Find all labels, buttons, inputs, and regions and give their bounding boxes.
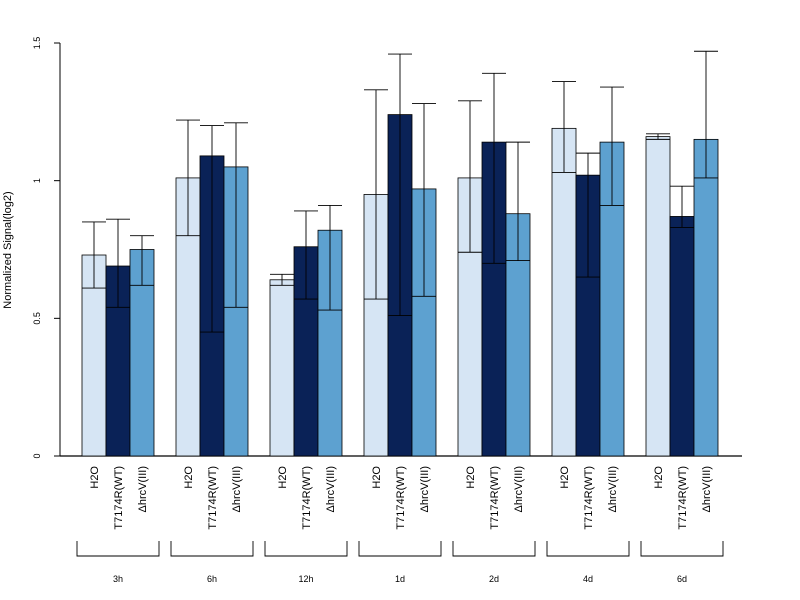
group-label: 3h	[113, 574, 123, 584]
category-label: ΔhrcV(III)	[231, 466, 243, 512]
category-label: H2O	[89, 466, 101, 489]
category-label: ΔhrcV(III)	[325, 466, 337, 512]
category-label: T7174R(WT)	[583, 466, 595, 530]
y-tick-label: 1	[32, 178, 42, 183]
group-bracket	[358, 541, 442, 557]
category-label: T7174R(WT)	[301, 466, 313, 530]
group-bracket	[546, 541, 630, 557]
y-tick-label: 0	[32, 453, 42, 458]
group-label: 4d	[583, 574, 593, 584]
group-bracket	[170, 541, 254, 557]
category-label: H2O	[183, 466, 195, 489]
category-label: H2O	[653, 466, 665, 489]
error-bars	[82, 50, 718, 333]
category-labels: H2O T7174R(WT) ΔhrcV(III) H2O T7174R(WT) Δhrc…	[89, 466, 713, 530]
y-tick-label: 1.5	[32, 37, 42, 50]
category-label: H2O	[277, 466, 289, 489]
category-label: ΔhrcV(III)	[701, 466, 713, 512]
bar	[551, 127, 577, 457]
category-label: T7174R(WT)	[207, 466, 219, 530]
bar	[269, 279, 295, 457]
category-label: H2O	[465, 466, 477, 489]
group-label: 12h	[298, 574, 313, 584]
group-bracket	[452, 541, 536, 557]
category-label: T7174R(WT)	[113, 466, 125, 530]
y-axis-label: Normalized Signal(log2)	[2, 191, 14, 308]
group-label: 1d	[395, 574, 405, 584]
y-tick-label: 0.5	[32, 312, 42, 325]
category-label: T7174R(WT)	[677, 466, 689, 530]
category-label: H2O	[371, 466, 383, 489]
group-label: 2d	[489, 574, 499, 584]
category-label: T7174R(WT)	[489, 466, 501, 530]
bar	[693, 138, 719, 457]
category-label: ΔhrcV(III)	[513, 466, 525, 512]
category-label: ΔhrcV(III)	[419, 466, 431, 512]
bar	[129, 249, 155, 457]
group-brackets: 3h 6h 12h 1d 2d 4d 6d	[76, 541, 724, 584]
bar	[669, 216, 695, 457]
bar	[645, 136, 671, 457]
category-label: ΔhrcV(III)	[607, 466, 619, 512]
category-label: H2O	[559, 466, 571, 489]
category-label: T7174R(WT)	[395, 466, 407, 530]
category-label: ΔhrcV(III)	[137, 466, 149, 512]
group-bracket	[640, 541, 724, 557]
group-bracket	[76, 541, 160, 557]
group-label: 6h	[207, 574, 217, 584]
group-label: 6d	[677, 574, 687, 584]
group-bracket	[264, 541, 348, 557]
